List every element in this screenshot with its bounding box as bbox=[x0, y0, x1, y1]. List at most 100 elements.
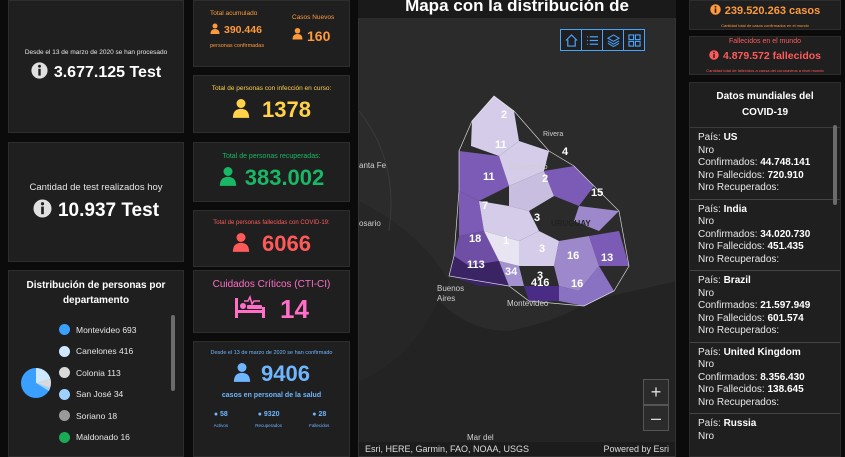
confirmed-label: Confirmados: bbox=[698, 371, 758, 383]
recovered-label: Nro Recuperados: bbox=[698, 182, 780, 193]
deaths-label: Nro Fallecidos: bbox=[698, 169, 765, 181]
nro-label: Nro bbox=[698, 144, 715, 156]
confirmed-label: Confirmados: bbox=[698, 157, 758, 168]
region-count[interactable]: 16 bbox=[567, 250, 580, 262]
deceased-card: Total de personas fallecidas con COVID-1… bbox=[193, 210, 350, 267]
health-stat: ● 9320 Recuperados bbox=[255, 411, 282, 428]
deaths-label: Nro Fallecidos: bbox=[698, 241, 765, 252]
layers-icon bbox=[606, 33, 620, 47]
person-icon bbox=[233, 362, 251, 387]
country-item[interactable]: País: US Nro Confirmados: 44.748.141 Nro… bbox=[690, 128, 840, 200]
info-icon bbox=[33, 198, 52, 223]
country-item[interactable]: País: Brazil Nro Confirmados: 21.597.949… bbox=[690, 271, 840, 343]
country-label: País: bbox=[698, 346, 721, 358]
home-button[interactable] bbox=[560, 29, 582, 51]
accumulated-card: Total acumulado 390.446 personas confirm… bbox=[193, 0, 350, 67]
region-count[interactable]: 3 bbox=[534, 212, 541, 224]
country-name: United Kingdom bbox=[723, 346, 801, 358]
country-label: País: bbox=[698, 203, 721, 215]
region-count[interactable]: 11 bbox=[495, 139, 507, 151]
person-icon bbox=[210, 21, 220, 39]
list-icon bbox=[586, 35, 598, 45]
region-count[interactable]: 16 bbox=[571, 278, 584, 290]
recovered-card: Total de personas recuperadas: 383.002 bbox=[193, 142, 350, 202]
country-label: País: bbox=[698, 275, 721, 286]
region-count[interactable]: 7 bbox=[482, 200, 489, 212]
legend-dot bbox=[59, 410, 70, 422]
region-count[interactable]: 11 bbox=[483, 171, 495, 183]
health-stat-value: 28 bbox=[318, 411, 327, 418]
health-staff-card: Desde el 13 de marzo de 2020 se han conf… bbox=[193, 341, 350, 457]
layers-button[interactable] bbox=[602, 29, 624, 51]
confirmed-value: 44.748.141 bbox=[760, 157, 811, 168]
distribution-card: Distribución de personas por departament… bbox=[8, 270, 184, 457]
active-value: 1378 bbox=[262, 97, 311, 122]
world-deaths-title: Fallecidos en el mundo bbox=[729, 38, 801, 45]
legend-item[interactable]: San José 34 bbox=[59, 384, 137, 406]
region-count[interactable]: 13 bbox=[601, 252, 614, 264]
deaths-label: Nro Fallecidos: bbox=[698, 312, 765, 324]
nro-label: Nro bbox=[698, 359, 715, 370]
legend-name: Soriano bbox=[76, 410, 106, 421]
basemap-button[interactable] bbox=[623, 29, 645, 51]
recovered-label: Nro Recuperados: bbox=[698, 396, 780, 408]
region-count[interactable]: 34 bbox=[505, 266, 518, 278]
legend-scrollbar[interactable] bbox=[171, 315, 175, 391]
map-country-label: URUGUAY bbox=[551, 219, 591, 228]
legend-item[interactable]: Maldonado 16 bbox=[59, 427, 137, 449]
person-icon bbox=[292, 27, 303, 45]
map-view[interactable]: anta Fe osario Buenos Aires Montevideo M… bbox=[358, 0, 676, 457]
legend-item[interactable]: Montevideo 693 bbox=[59, 319, 137, 341]
legend-item[interactable]: Soriano 18 bbox=[59, 405, 137, 427]
region-count[interactable]: 18 bbox=[469, 233, 482, 245]
attribution-text: Esri, HERE, Garmin, FAO, NOAA, USGS bbox=[365, 444, 530, 454]
country-name: US bbox=[723, 132, 738, 143]
person-icon bbox=[232, 98, 250, 123]
region-count[interactable]: 416 bbox=[531, 277, 550, 289]
home-icon bbox=[565, 33, 577, 47]
new-cases-label: Casos Nuevos bbox=[292, 14, 335, 21]
person-icon: ● bbox=[312, 411, 317, 418]
country-name: India bbox=[723, 203, 747, 215]
region-count[interactable]: 1 bbox=[503, 235, 510, 247]
cti-caption: Cuidados Críticos (CTI-CI) bbox=[212, 278, 331, 290]
country-item[interactable]: País: Russia Nro bbox=[690, 414, 840, 447]
zoom-out-button[interactable]: – bbox=[643, 405, 669, 431]
powered-by-text[interactable]: Powered by Esri bbox=[603, 444, 669, 454]
legend-item[interactable]: Colonia 113 bbox=[59, 362, 137, 384]
world-deaths-caption: Cantidad total de fallecidos a causa del… bbox=[706, 68, 824, 73]
map-place-label: osario bbox=[359, 219, 381, 228]
zoom-in-button[interactable]: + bbox=[643, 379, 669, 405]
world-list-title: Datos mundiales del COVID-19 bbox=[690, 83, 840, 128]
info-icon bbox=[31, 62, 48, 84]
deaths-value: 720.910 bbox=[767, 169, 804, 181]
country-item[interactable]: País: India Nro Confirmados: 34.020.730 … bbox=[690, 200, 840, 271]
minus-icon: – bbox=[650, 407, 661, 428]
legend-value: 113 bbox=[107, 367, 121, 378]
distribution-pie bbox=[20, 367, 52, 404]
recovered-caption: Total de personas recuperadas: bbox=[222, 153, 321, 160]
legend-button[interactable] bbox=[581, 29, 603, 51]
region-count[interactable]: 15 bbox=[591, 187, 604, 199]
plus-icon: + bbox=[650, 381, 662, 402]
legend-item[interactable]: Canelones 416 bbox=[59, 341, 137, 363]
world-list-scrollbar[interactable] bbox=[833, 125, 837, 205]
person-icon bbox=[219, 166, 237, 191]
distribution-title: Distribución de personas por departament… bbox=[26, 280, 166, 306]
health-stat-value: 58 bbox=[220, 411, 228, 418]
world-data-list: Datos mundiales del COVID-19 País: US Nr… bbox=[689, 82, 841, 457]
region-count[interactable]: 2 bbox=[542, 173, 549, 185]
region-count[interactable]: 2 bbox=[501, 109, 508, 121]
region-count[interactable]: 3 bbox=[539, 243, 546, 255]
region-count[interactable]: 4 bbox=[562, 146, 569, 158]
region-count[interactable]: 113 bbox=[467, 259, 485, 271]
map-place-label: Tacuarembó bbox=[509, 164, 548, 171]
legend-value: 34 bbox=[113, 389, 124, 400]
health-stat-label: Activos bbox=[213, 423, 229, 428]
region-count[interactable]: 3 bbox=[537, 270, 544, 282]
hospital-bed-icon bbox=[234, 294, 266, 324]
country-item[interactable]: País: United Kingdom Nro Confirmados: 8.… bbox=[690, 343, 840, 414]
legend-name: Colonia bbox=[76, 367, 105, 378]
map-place-label: Montevideo bbox=[507, 299, 549, 308]
country-name: Russia bbox=[723, 418, 757, 429]
